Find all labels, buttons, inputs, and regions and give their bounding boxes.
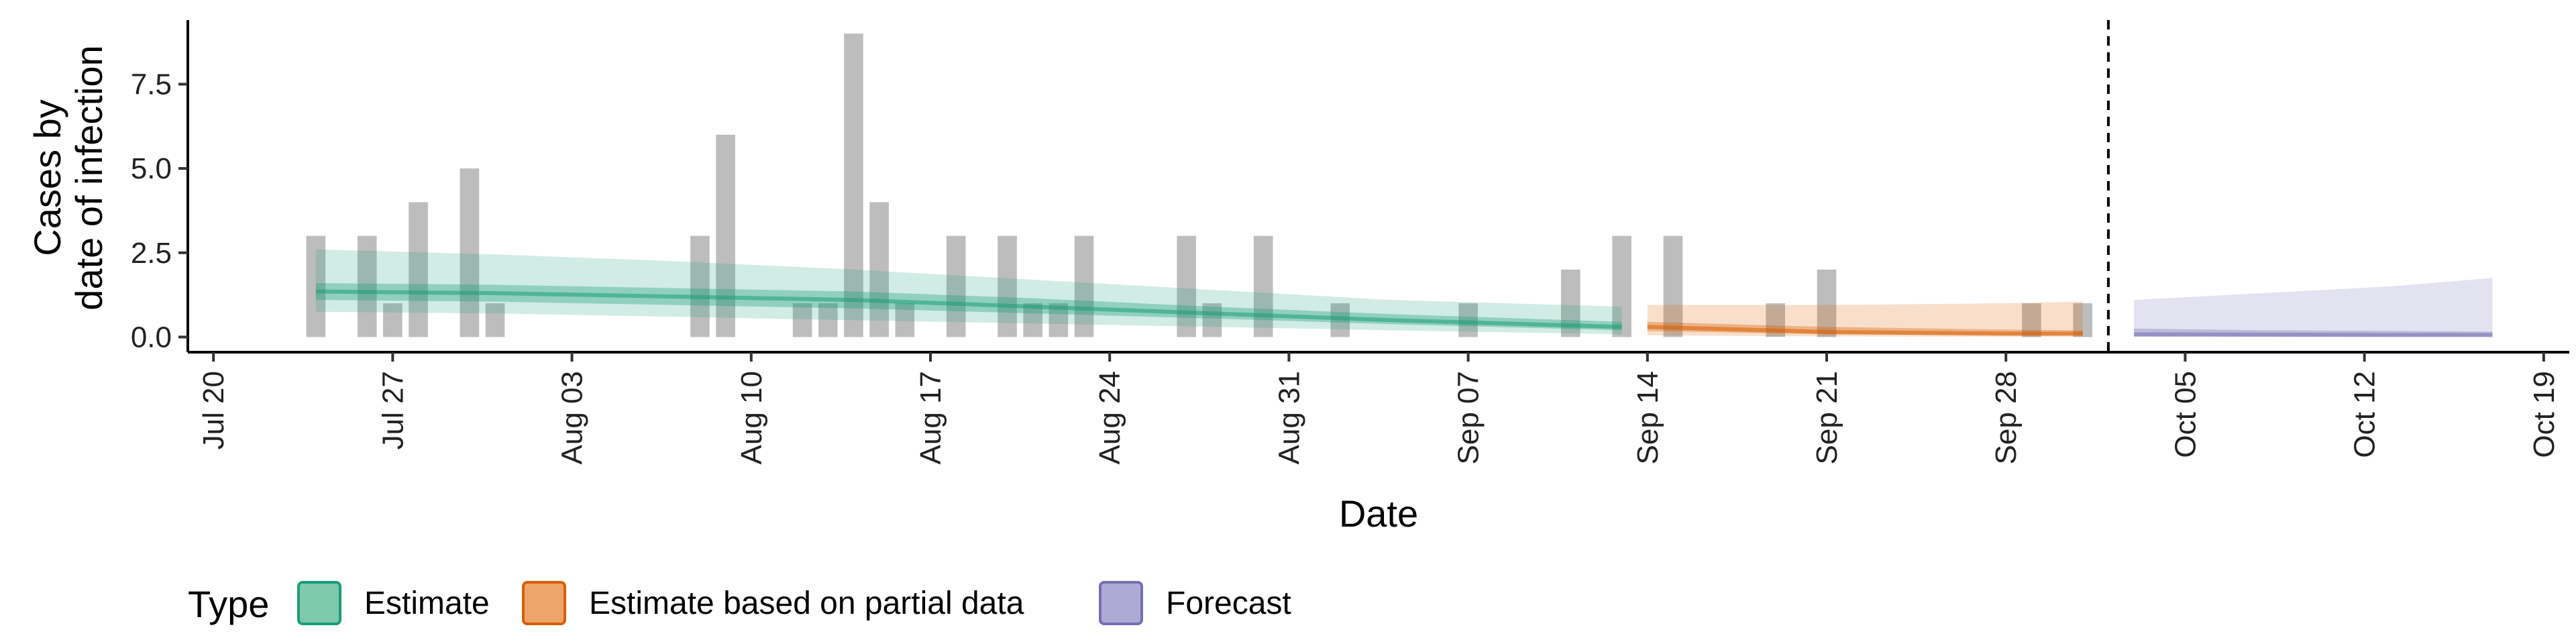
x-tick-label: Jul 20 <box>197 371 230 449</box>
x-tick-label: Aug 31 <box>1273 371 1305 464</box>
case-bar <box>716 134 735 337</box>
x-tick-label: Sep 14 <box>1631 371 1664 464</box>
axes: 0.0 2.5 5.0 7.5 Jul 20 Jul 27 Aug 03 Aug 10 Aug … <box>131 20 2569 464</box>
case-bar <box>383 303 402 337</box>
case-bar <box>818 303 838 337</box>
y-tick-label: 5.0 <box>131 152 172 185</box>
y-tick-label: 2.5 <box>131 237 172 270</box>
x-tick-label: Sep 07 <box>1452 371 1485 464</box>
case-bar <box>2073 303 2093 337</box>
x-tick-label: Oct 19 <box>2528 371 2561 458</box>
x-tick-label: Aug 03 <box>556 371 589 464</box>
y-axis-title-line-2: date of infection <box>68 45 110 310</box>
case-bar <box>306 235 326 337</box>
legend-label-partial-estimate: Estimate based on partial data <box>589 586 1024 621</box>
case-bar <box>409 202 428 337</box>
y-axis-title-line-1: Cases by <box>26 99 68 256</box>
partial-estimate-median-line <box>1647 325 2083 336</box>
case-bar <box>1612 235 1631 337</box>
x-tick-label: Aug 10 <box>735 371 768 464</box>
case-bar <box>460 168 480 337</box>
case-bar <box>1458 303 1478 337</box>
case-bar <box>792 303 812 337</box>
legend-title: Type <box>188 583 269 625</box>
case-bar <box>1663 235 1683 337</box>
estimate-ci90-band <box>315 249 1622 335</box>
legend-swatch-partial-estimate <box>522 581 566 625</box>
plot-area <box>306 20 2493 352</box>
x-axis-title: Date <box>1339 492 1418 535</box>
case-bar <box>895 303 915 337</box>
case-bar <box>690 235 710 337</box>
x-tick-label: Aug 17 <box>914 371 947 464</box>
legend-label-estimate: Estimate <box>364 586 490 621</box>
x-tick-label: Oct 12 <box>2349 371 2381 458</box>
legend-swatch-estimate <box>297 581 341 625</box>
case-bar <box>998 235 1017 337</box>
x-tick-label: Jul 27 <box>376 371 409 449</box>
case-bar <box>1817 269 1837 337</box>
estimate-median-line <box>315 289 1622 329</box>
partial-estimate-ci90-band <box>1647 301 2083 337</box>
x-tick-label: Oct 05 <box>2169 371 2202 458</box>
case-bar <box>1074 235 1094 337</box>
legend-label-forecast: Forecast <box>1166 586 1291 621</box>
case-bar <box>946 235 966 337</box>
y-tick-label: 7.5 <box>131 68 172 101</box>
legend: Type Estimate Estimate based on partial d… <box>188 581 1291 625</box>
forecast-ci90-band <box>2134 278 2493 337</box>
case-bar <box>357 235 377 337</box>
x-tick-label: Sep 21 <box>1811 371 1843 464</box>
case-bar <box>485 303 505 337</box>
legend-swatch-forecast <box>1099 581 1143 625</box>
y-tick-label: 0.0 <box>131 321 172 354</box>
case-bar <box>2022 303 2041 337</box>
x-tick-label: Aug 24 <box>1093 371 1126 464</box>
case-bar <box>1202 303 1222 337</box>
case-bar <box>844 34 863 337</box>
case-bar <box>869 202 889 337</box>
case-bar <box>1177 235 1197 337</box>
case-bar <box>1253 235 1273 337</box>
forecast-median-line <box>2134 332 2493 337</box>
x-tick-label: Sep 28 <box>1990 371 2023 464</box>
